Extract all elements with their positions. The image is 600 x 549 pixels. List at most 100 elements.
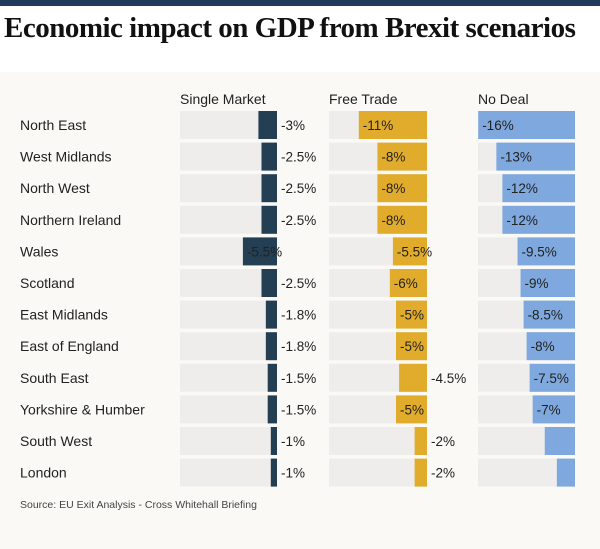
single-market-track bbox=[180, 458, 277, 487]
no-deal-bar bbox=[556, 458, 575, 487]
category-label: Yorkshire & Humber bbox=[20, 401, 145, 417]
source-note: Source: EU Exit Analysis - Cross Whiteha… bbox=[20, 499, 257, 511]
no-deal-value-label: -8.5% bbox=[528, 308, 563, 323]
no-deal-bar bbox=[478, 111, 575, 139]
category-label: North West bbox=[20, 180, 90, 196]
no-deal-value-label: -12% bbox=[506, 181, 538, 196]
single-market-track bbox=[180, 205, 277, 234]
free-trade-bar bbox=[414, 458, 427, 487]
free-trade-value-label: -5% bbox=[400, 308, 424, 323]
free-trade-bar bbox=[396, 332, 427, 361]
category-label: Wales bbox=[20, 243, 58, 259]
single-market-value-label: -2.5% bbox=[281, 213, 316, 228]
no-deal-bar bbox=[523, 300, 575, 329]
free-trade-value-label: -8% bbox=[381, 213, 405, 228]
single-market-bar bbox=[258, 111, 277, 139]
single-market-track bbox=[180, 269, 277, 297]
free-trade-value-label: -5.5% bbox=[397, 244, 432, 259]
free-trade-value-label: -2% bbox=[431, 466, 455, 481]
no-deal-value-label: -7% bbox=[537, 402, 561, 417]
no-deal-value-label: -7.5% bbox=[534, 371, 569, 386]
no-deal-value-label: -16% bbox=[482, 118, 514, 133]
category-label: East Midlands bbox=[20, 307, 108, 323]
free-trade-value-label: -11% bbox=[363, 118, 394, 133]
no-deal-bar bbox=[532, 395, 575, 424]
no-deal-bar bbox=[502, 174, 575, 203]
free-trade-bar bbox=[389, 269, 427, 297]
free-trade-track bbox=[329, 458, 427, 487]
single-market-value-label: -3% bbox=[281, 118, 305, 133]
no-deal-bar bbox=[529, 363, 575, 392]
free-trade-bar bbox=[377, 174, 427, 203]
free-trade-value-label: -8% bbox=[381, 150, 405, 165]
single-market-bar bbox=[261, 174, 277, 203]
no-deal-header: No Deal bbox=[478, 91, 529, 107]
free-trade-track bbox=[329, 427, 427, 455]
category-label: Northern Ireland bbox=[20, 212, 121, 228]
free-trade-value-label: -6% bbox=[394, 276, 418, 291]
free-trade-value-label: -5% bbox=[400, 402, 424, 417]
no-deal-value-label: -13% bbox=[500, 150, 532, 165]
no-deal-bar bbox=[517, 237, 575, 266]
single-market-bar bbox=[270, 427, 277, 455]
single-market-value-label: -2.5% bbox=[281, 181, 316, 196]
single-market-value-label: -1% bbox=[281, 466, 305, 481]
category-label: London bbox=[20, 465, 67, 481]
single-market-bar bbox=[261, 205, 277, 234]
single-market-value-label: -2.5% bbox=[281, 150, 316, 165]
no-deal-bar bbox=[520, 269, 575, 297]
no-deal-bar bbox=[544, 427, 575, 455]
single-market-track bbox=[180, 300, 277, 329]
free-trade-bar bbox=[399, 363, 427, 392]
single-market-bar bbox=[261, 269, 277, 297]
free-trade-bar bbox=[396, 395, 427, 424]
category-label: Scotland bbox=[20, 275, 74, 291]
single-market-bar bbox=[265, 300, 277, 329]
free-trade-bar bbox=[392, 237, 427, 266]
top-accent-bar bbox=[0, 0, 600, 6]
free-trade-bar bbox=[414, 427, 427, 455]
no-deal-bar bbox=[496, 142, 575, 171]
single-market-track bbox=[180, 363, 277, 392]
category-label: East of England bbox=[20, 338, 119, 354]
single-market-value-label: -1% bbox=[281, 434, 305, 449]
free-trade-bar bbox=[396, 300, 427, 329]
no-deal-value-label: -9% bbox=[525, 276, 549, 291]
category-label: North East bbox=[20, 117, 86, 133]
category-label: South East bbox=[20, 370, 89, 386]
single-market-track bbox=[180, 142, 277, 171]
chart-title: Economic impact on GDP from Brexit scena… bbox=[4, 12, 576, 44]
single-market-bar bbox=[265, 332, 277, 361]
no-deal-value-label: -8% bbox=[531, 339, 555, 354]
single-market-value-label: -5.5% bbox=[247, 244, 282, 259]
free-trade-value-label: -2% bbox=[431, 434, 455, 449]
single-market-header: Single Market bbox=[180, 91, 266, 107]
free-trade-header: Free Trade bbox=[329, 91, 398, 107]
no-deal-bar bbox=[502, 205, 575, 234]
single-market-bar bbox=[261, 142, 277, 171]
single-market-track bbox=[180, 332, 277, 361]
single-market-value-label: -1.8% bbox=[281, 308, 316, 323]
free-trade-bar bbox=[358, 111, 427, 139]
no-deal-bar bbox=[526, 332, 575, 361]
single-market-value-label: -2.5% bbox=[281, 276, 316, 291]
no-deal-value-label: -9.5% bbox=[522, 244, 557, 259]
single-market-track bbox=[180, 395, 277, 424]
single-market-track bbox=[180, 427, 277, 455]
single-market-bar bbox=[267, 363, 277, 392]
category-label: South West bbox=[20, 433, 92, 449]
single-market-track bbox=[180, 174, 277, 203]
free-trade-bar bbox=[377, 205, 427, 234]
no-deal-value-label: -12% bbox=[506, 213, 538, 228]
single-market-bar bbox=[242, 237, 277, 266]
free-trade-value-label: -4.5% bbox=[431, 371, 466, 386]
single-market-value-label: -1.5% bbox=[281, 402, 316, 417]
free-trade-value-label: -5% bbox=[400, 339, 424, 354]
single-market-value-label: -1.8% bbox=[281, 339, 316, 354]
single-market-bar bbox=[267, 395, 277, 424]
single-market-value-label: -1.5% bbox=[281, 371, 316, 386]
single-market-bar bbox=[270, 458, 277, 487]
category-label: West Midlands bbox=[20, 149, 112, 165]
free-trade-bar bbox=[377, 142, 427, 171]
